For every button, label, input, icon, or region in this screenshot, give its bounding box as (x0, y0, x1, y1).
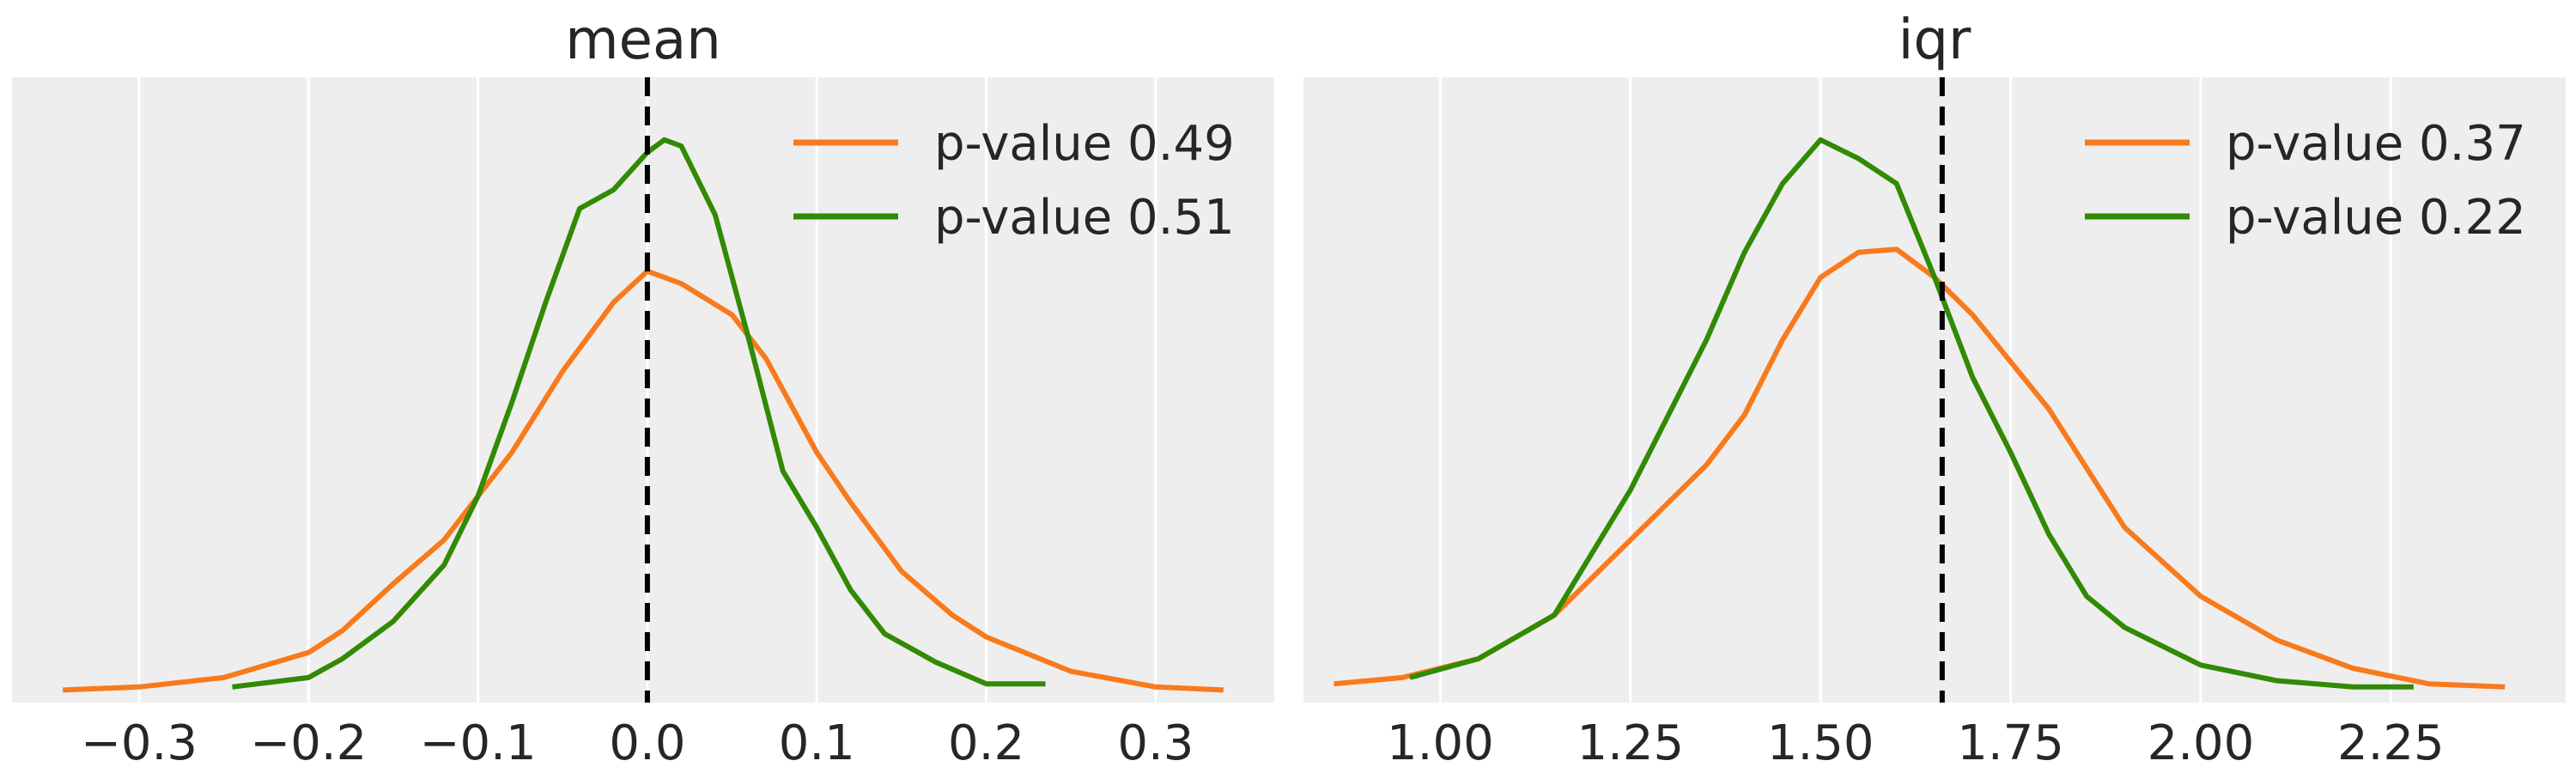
chart-title: mean (565, 9, 721, 72)
legend-label-0: p-value 0.37 (2226, 116, 2526, 172)
x-tick-label: 1.00 (1387, 715, 1494, 771)
x-tick-label: 2.25 (2337, 715, 2445, 771)
x-tick-label: 2.00 (2148, 715, 2255, 771)
series-line-0 (1334, 247, 2506, 690)
legend-label-0: p-value 0.49 (934, 116, 1235, 172)
panel-iqr: 1.00 1.25 1.50 1.75 2.00 2.25 iqr p-value 0.37 p… (1303, 9, 2566, 771)
x-tick-label: −0.2 (250, 715, 367, 771)
x-tick-label: −0.3 (81, 715, 197, 771)
series-line-1 (232, 137, 1046, 690)
x-tick-label: 0.3 (1117, 715, 1194, 771)
x-tick-label: 1.50 (1767, 715, 1874, 771)
panel-mean: −0.3 −0.2 −0.1 0.0 0.1 0.2 0.3 mean p-value 0.49… (12, 9, 1274, 771)
legend-label-1: p-value 0.22 (2226, 190, 2526, 246)
x-tick-label: 1.75 (1957, 715, 2064, 771)
x-tick-label: 1.25 (1577, 715, 1684, 771)
series-line-1 (1409, 137, 2414, 690)
x-tick-label: 0.0 (609, 715, 685, 771)
x-tick-label: 0.1 (779, 715, 855, 771)
plot-area (1303, 77, 2566, 703)
plot-area (12, 77, 1274, 703)
x-tick-label: 0.2 (948, 715, 1024, 771)
legend-label-1: p-value 0.51 (934, 190, 1235, 246)
x-tick-label: −0.1 (420, 715, 537, 771)
chart-title: iqr (1899, 9, 1971, 72)
